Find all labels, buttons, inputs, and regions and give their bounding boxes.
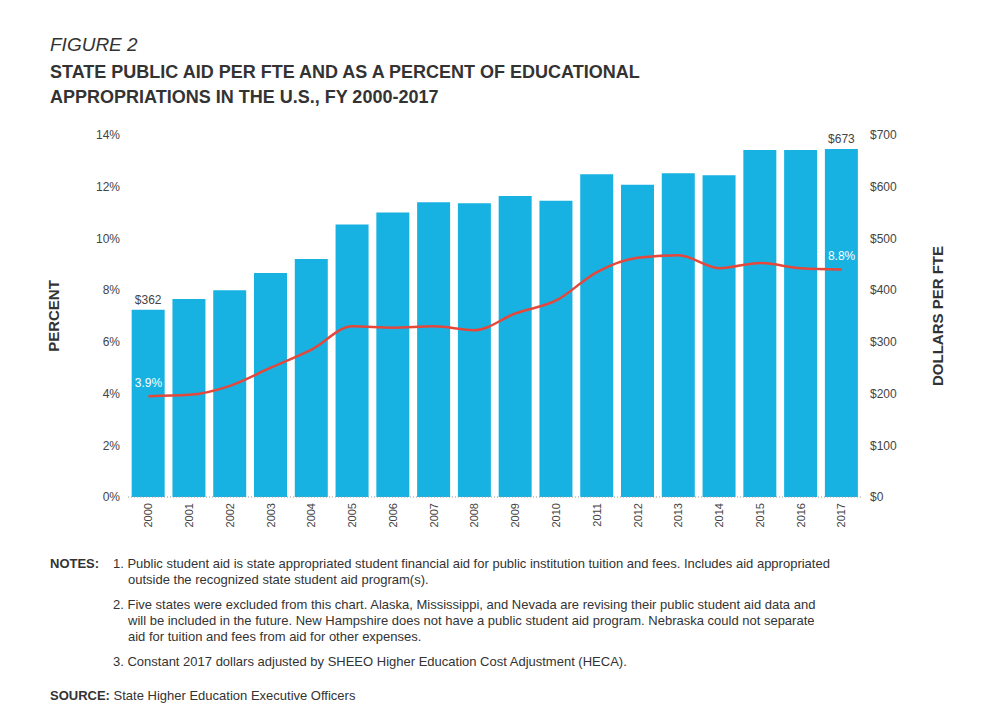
svg-text:2015: 2015 [754,503,766,527]
html-text:STATE PUBLIC AID PER FTE AND A: STATE PUBLIC AID PER FTE AND AS A PERCEN… [50,62,640,107]
svg-text:PERCENT: PERCENT [45,280,62,352]
svg-text:$600: $600 [870,180,897,194]
svg-text:2006: 2006 [387,503,399,527]
svg-text:2010: 2010 [550,503,562,527]
svg-text:$500: $500 [870,232,897,246]
svg-text:2016: 2016 [795,503,807,527]
svg-text:2003: 2003 [265,503,277,527]
html-text:3. Constant 2017 dollars adjus: 3. Constant 2017 dollars adjusted by SHE… [113,654,627,669]
svg-text:3.9%: 3.9% [135,376,163,390]
svg-text:2%: 2% [103,439,121,453]
html-text:1. Public student aid is state: 1. Public student aid is state appropria… [113,556,830,587]
svg-text:2005: 2005 [346,503,358,527]
svg-text:8.8%: 8.8% [828,249,856,263]
svg-text:4%: 4% [103,387,121,401]
svg-text:2002: 2002 [224,503,236,527]
svg-text:8%: 8% [103,283,121,297]
svg-text:6%: 6% [103,335,121,349]
html-text:FIGURE 2: FIGURE 2 [50,34,138,55]
svg-text:14%: 14% [96,128,120,142]
svg-text:$400: $400 [870,283,897,297]
svg-text:0%: 0% [103,490,121,504]
svg-text:$300: $300 [870,335,897,349]
svg-text:2009: 2009 [509,503,521,527]
svg-text:2017: 2017 [835,503,847,527]
svg-text:$200: $200 [870,387,897,401]
svg-text:DOLLARS PER FTE: DOLLARS PER FTE [929,246,946,386]
svg-text:2011: 2011 [591,503,603,527]
svg-text:$100: $100 [870,439,897,453]
svg-text:$362: $362 [135,293,162,307]
svg-text:2013: 2013 [672,503,684,527]
svg-text:2012: 2012 [632,503,644,527]
svg-text:12%: 12% [96,180,120,194]
html-text:NOTES:: NOTES: [50,556,100,571]
html-text:2. Five states were excluded f: 2. Five states were excluded from this c… [113,597,816,644]
svg-text:2001: 2001 [183,503,195,527]
svg-text:$673: $673 [828,132,855,146]
svg-text:2004: 2004 [305,503,317,527]
svg-text:2014: 2014 [713,503,725,527]
svg-text:2000: 2000 [142,503,154,527]
svg-text:$0: $0 [870,490,884,504]
svg-text:$700: $700 [870,128,897,142]
svg-text:10%: 10% [96,232,120,246]
svg-text:2008: 2008 [468,503,480,527]
svg-text:2007: 2007 [428,503,440,527]
html-text:SOURCE: State Higher Education: SOURCE: State Higher Education Executive… [50,688,356,703]
